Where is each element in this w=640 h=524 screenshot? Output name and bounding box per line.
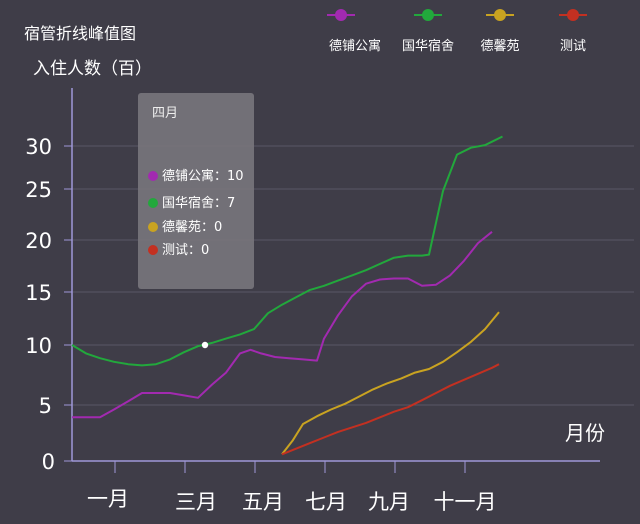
highlight-point: [201, 341, 209, 349]
tooltip-dot: [148, 171, 158, 181]
legend-label: 测试: [560, 39, 586, 54]
tooltip-row-label: 测试：0: [162, 243, 210, 258]
tooltip-row-label: 德馨苑：0: [162, 220, 223, 235]
series-line: [71, 135, 503, 367]
tooltip-row: 德馨苑：0: [148, 216, 222, 235]
tooltip-row: 德铺公寓：10: [148, 165, 244, 184]
legend-label: 德铺公寓: [329, 38, 381, 54]
legend-marker: [422, 9, 434, 21]
y-tick-label: 15: [25, 281, 52, 305]
tooltip-row: 测试：0: [148, 239, 209, 258]
x-tick-label: 七月: [305, 490, 347, 514]
x-tick-label: 三月: [175, 490, 217, 514]
series-line: [72, 231, 493, 419]
tooltip-row-label: 德铺公寓：10: [162, 169, 244, 184]
tooltip-title: 四月: [152, 106, 179, 121]
series-line: [281, 363, 500, 456]
legend-marker: [494, 9, 506, 21]
y-tick-label: 30: [25, 135, 52, 159]
x-axis-label: 月份: [565, 421, 605, 445]
x-tick-label: 十一月: [434, 490, 497, 514]
legend-label: 国华宿舍: [402, 38, 454, 54]
legend-marker: [567, 9, 579, 21]
tooltip-dot: [148, 222, 158, 232]
y-tick-label: 5: [39, 394, 52, 418]
tooltip-dot: [148, 245, 158, 255]
legend-marker: [335, 9, 347, 21]
y-axis-label: 入住人数（百）: [33, 59, 152, 79]
x-tick-label: 一月: [87, 487, 129, 511]
chart-title: 宿管折线峰值图: [24, 24, 136, 43]
x-tick-label: 九月: [368, 490, 410, 514]
y-tick-label: 0: [42, 450, 55, 474]
y-tick-label: 10: [25, 334, 52, 358]
chart-tooltip: 四月 德铺公寓：10 国华宿舍：7 德馨苑：0 测试：0: [138, 93, 254, 289]
tooltip-row: 国华宿舍：7: [148, 192, 235, 211]
series-line: [281, 311, 500, 455]
tooltip-row-label: 国华宿舍：7: [162, 196, 236, 211]
tooltip-dot: [148, 198, 158, 208]
x-tick-label: 五月: [242, 490, 284, 514]
y-tick-label: 25: [25, 178, 52, 202]
y-tick-label: 20: [25, 229, 52, 253]
legend-label: 德馨苑: [480, 38, 519, 54]
